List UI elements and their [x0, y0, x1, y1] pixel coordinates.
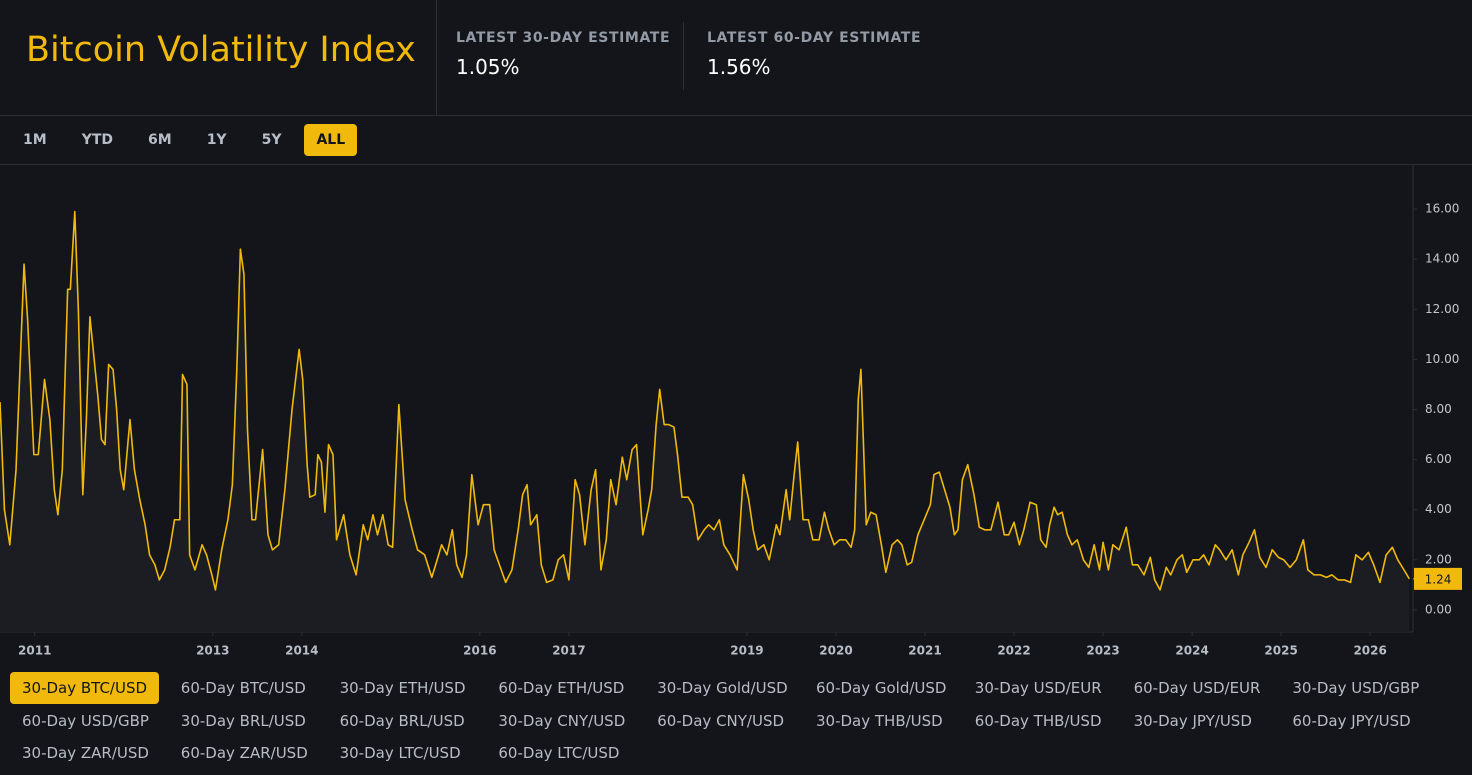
y-tick-label: 6.00 — [1425, 452, 1452, 466]
stat-label: LATEST 30-DAY ESTIMATE — [456, 30, 671, 46]
series-tab[interactable]: 30-Day LTC/USD — [339, 744, 461, 762]
separator — [683, 22, 684, 90]
page-title: Bitcoin Volatility Index — [26, 30, 416, 70]
chart: 0.00 2.00 4.00 6.00 8.00 10.00 12.00 14.00 16.00… — [0, 165, 1462, 658]
y-tick-label: 4.00 — [1425, 502, 1452, 516]
y-tick-label: 8.00 — [1425, 402, 1452, 416]
range-buttons: 1M YTD 6M 1Y 5Y ALL — [11, 124, 358, 156]
stat-label: LATEST 60-DAY ESTIMATE — [707, 30, 922, 46]
stat-value: 1.56% — [707, 55, 771, 79]
y-tick-label: 16.00 — [1425, 202, 1459, 216]
x-tick-label: 2024 — [1175, 644, 1208, 658]
value-badge — [1414, 567, 1462, 590]
divider — [0, 164, 1472, 165]
x-tick-label: 2021 — [908, 644, 941, 658]
x-tick-label: 2019 — [730, 644, 763, 658]
x-tick-label: 2022 — [997, 644, 1030, 658]
y-tick-label: 10.00 — [1425, 352, 1459, 366]
series-tab[interactable]: 30-Day BRL/USD — [180, 711, 306, 730]
y-tick-label: 2.00 — [1425, 552, 1452, 566]
series-tab[interactable]: 60-Day ZAR/USD — [180, 744, 308, 762]
series-tab[interactable]: 60-Day THB/USD — [974, 711, 1102, 730]
series-tab[interactable]: 60-Day ETH/USD — [498, 679, 625, 697]
header: Bitcoin Volatility Index LATEST 30-DAY E… — [0, 0, 1472, 116]
x-tick-label: 2025 — [1264, 644, 1297, 658]
series-tab[interactable]: 60-Day USD/EUR — [1133, 679, 1261, 697]
value-label: 1.24 — [1425, 572, 1452, 586]
series-tab[interactable]: 60-Day BRL/USD — [339, 711, 465, 730]
series-tab[interactable]: 60-Day BTC/USD — [180, 679, 306, 697]
series-tab[interactable]: 30-Day USD/EUR — [974, 679, 1102, 697]
series-tab[interactable]: 60-Day CNY/USD — [657, 711, 785, 730]
y-tick-label: 0.00 — [1425, 602, 1452, 616]
range-button[interactable]: 1M — [23, 132, 47, 148]
series-tab[interactable]: 30-Day CNY/USD — [498, 711, 626, 730]
x-tick-label: 2016 — [463, 644, 496, 658]
series-tab[interactable]: 30-Day THB/USD — [815, 711, 943, 730]
series-tab[interactable]: 30-Day USD/GBP — [1292, 679, 1420, 697]
y-tick-label: 14.00 — [1425, 252, 1459, 266]
series-tab[interactable]: 30-Day ZAR/USD — [22, 744, 149, 762]
x-tick-label: 2013 — [196, 644, 229, 658]
x-tick-label: 2023 — [1086, 644, 1119, 658]
x-tick-label: 2011 — [18, 644, 51, 658]
area-fill — [0, 211, 1410, 632]
series-tab[interactable]: 60-Day USD/GBP — [22, 711, 149, 730]
separator — [436, 0, 437, 115]
series-line — [0, 210, 1411, 591]
series-tab[interactable]: 60-Day JPY/USD — [1292, 711, 1411, 730]
series-tab[interactable]: 30-Day Gold/USD — [657, 679, 788, 697]
x-tick-label: 2026 — [1353, 644, 1386, 658]
series-tab[interactable]: 30-Day BTC/USD — [10, 672, 160, 704]
range-button[interactable]: ALL — [304, 124, 358, 156]
stat: LATEST 60-DAY ESTIMATE 1.56% — [707, 30, 921, 79]
stat: LATEST 30-DAY ESTIMATE 1.05% — [456, 30, 670, 79]
series-tabs: 30-Day BTC/USD 60-Day BTC/USD 30-Day ETH/U… — [10, 672, 1439, 769]
x-tick-label: 2017 — [552, 644, 585, 658]
series-tab[interactable]: 30-Day JPY/USD — [1133, 711, 1252, 730]
y-tick-label: 12.00 — [1425, 302, 1459, 316]
stat-value: 1.05% — [456, 55, 520, 79]
range-button[interactable]: 1Y — [206, 132, 227, 148]
x-tick-label: 2014 — [285, 644, 318, 658]
x-tick-label: 2020 — [819, 644, 852, 658]
series-tab[interactable]: 60-Day Gold/USD — [815, 679, 947, 697]
series-tab[interactable]: 60-Day LTC/USD — [498, 744, 620, 762]
range-button[interactable]: 5Y — [261, 132, 282, 148]
range-button[interactable]: 6M — [148, 132, 172, 148]
range-button[interactable]: YTD — [81, 132, 113, 148]
series-tab[interactable]: 30-Day ETH/USD — [339, 679, 466, 697]
